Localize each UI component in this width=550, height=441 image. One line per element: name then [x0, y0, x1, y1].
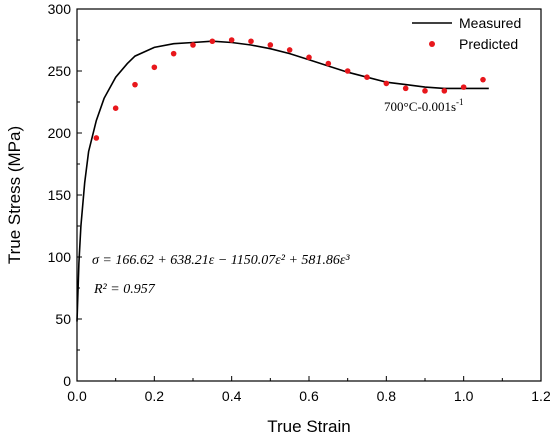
predicted-point	[422, 88, 428, 94]
chart-marks	[76, 37, 489, 322]
x-tick-label: 0.0	[67, 388, 87, 404]
predicted-point	[190, 42, 196, 48]
legend-label-measured: Measured	[459, 15, 521, 31]
predicted-point	[460, 84, 467, 90]
x-axis-title: True Strain	[267, 417, 350, 436]
legend-label-predicted: Predicted	[459, 36, 518, 52]
predicted-point	[248, 38, 254, 45]
condition-annotation: 700°C-0.001s-1	[384, 97, 464, 114]
predicted-point	[441, 88, 448, 94]
y-tick-label: 300	[48, 1, 72, 17]
r-squared: R² = 0.957	[93, 282, 156, 297]
fit-equation: σ = 166.62 + 638.21ε − 1150.07ε² + 581.8…	[92, 253, 350, 268]
predicted-point	[112, 105, 119, 111]
legend-marker-predicted	[429, 41, 435, 47]
x-tick-label: 0.8	[377, 388, 397, 404]
predicted-point	[344, 68, 351, 74]
predicted-point	[267, 42, 274, 48]
x-tick-label: 1.2	[531, 388, 550, 404]
predicted-point	[170, 50, 177, 57]
plot-frame	[76, 8, 542, 382]
y-axis-title: True Stress (MPa)	[5, 126, 24, 264]
predicted-point	[286, 47, 293, 53]
condition-superscript: -1	[456, 97, 464, 107]
y-tick-label: 100	[48, 249, 72, 265]
predicted-point	[306, 54, 312, 61]
x-tick-label: 0.6	[299, 388, 319, 404]
measured-line	[76, 40, 489, 322]
y-tick-label: 200	[48, 125, 72, 141]
y-tick-label: 0	[63, 373, 71, 389]
condition-text: 700°C-0.001s	[384, 99, 456, 114]
x-tick-label: 0.2	[145, 388, 165, 404]
predicted-point	[228, 37, 235, 43]
predicted-point	[93, 135, 100, 141]
x-tick-label: 0.4	[222, 388, 242, 404]
predicted-point	[151, 64, 158, 71]
chart-axes: 0.0 0.2 0.4 0.6 0.8 1.0 1.2 0 50 100 150 200 250 300 T…	[5, 1, 550, 436]
predicted-point	[402, 85, 409, 92]
predicted-point	[364, 74, 370, 80]
predicted-point	[132, 81, 138, 88]
predicted-point	[383, 80, 390, 87]
predicted-point	[209, 38, 216, 45]
x-tick-label: 1.0	[454, 388, 474, 404]
y-tick-label: 250	[48, 63, 72, 79]
y-tick-label: 50	[55, 311, 71, 327]
predicted-point	[480, 76, 486, 83]
predicted-point	[325, 60, 332, 67]
y-tick-label: 150	[48, 187, 72, 203]
legend: Measured Predicted	[412, 15, 521, 52]
